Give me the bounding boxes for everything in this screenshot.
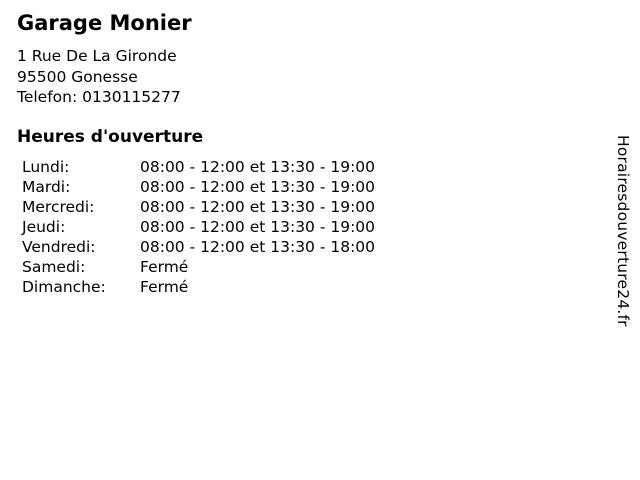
- day-label: Dimanche:: [22, 277, 106, 296]
- opening-hours-heading: Heures d'ouverture: [17, 126, 204, 147]
- address-block: 1 Rue De La Gironde 95500 Gonesse Telefo…: [17, 46, 640, 108]
- hours-row-monday: Lundi: 08:00 - 12:00 et 13:30 - 19:00: [22, 157, 375, 177]
- hours-row-thursday: Jeudi: 08:00 - 12:00 et 13:30 - 19:00: [22, 217, 375, 237]
- day-label: Lundi:: [22, 157, 70, 176]
- address-city: 95500 Gonesse: [17, 67, 138, 86]
- page-title: Garage Monier: [17, 11, 192, 35]
- day-label: Mercredi:: [22, 197, 95, 216]
- hours-row-tuesday: Mardi: 08:00 - 12:00 et 13:30 - 19:00: [22, 177, 375, 197]
- watermark-vertical-text: Horairesdouverture24.fr: [614, 135, 632, 327]
- day-hours: 08:00 - 12:00 et 13:30 - 19:00: [140, 177, 376, 196]
- opening-hours-table: Lundi: 08:00 - 12:00 et 13:30 - 19:00 Ma…: [22, 157, 375, 297]
- hours-row-wednesday: Mercredi: 08:00 - 12:00 et 13:30 - 19:00: [22, 197, 375, 217]
- day-label: Samedi:: [22, 257, 86, 276]
- address-street: 1 Rue De La Gironde: [17, 47, 177, 65]
- phone-number: Telefon: 0130115277: [17, 88, 181, 106]
- day-hours: 08:00 - 12:00 et 13:30 - 19:00: [140, 217, 376, 236]
- day-label: Vendredi:: [22, 237, 96, 256]
- hours-row-saturday: Samedi: Fermé: [22, 257, 375, 277]
- day-hours: 08:00 - 12:00 et 13:30 - 18:00: [140, 237, 376, 256]
- day-label: Jeudi:: [22, 217, 66, 236]
- day-hours: 08:00 - 12:00 et 13:30 - 19:00: [140, 197, 376, 216]
- hours-row-sunday: Dimanche: Fermé: [22, 277, 375, 297]
- day-hours: Fermé: [140, 257, 189, 276]
- day-label: Mardi:: [22, 177, 71, 196]
- day-hours: 08:00 - 12:00 et 13:30 - 19:00: [140, 157, 376, 176]
- hours-row-friday: Vendredi: 08:00 - 12:00 et 13:30 - 18:00: [22, 237, 375, 257]
- day-hours: Fermé: [140, 277, 189, 296]
